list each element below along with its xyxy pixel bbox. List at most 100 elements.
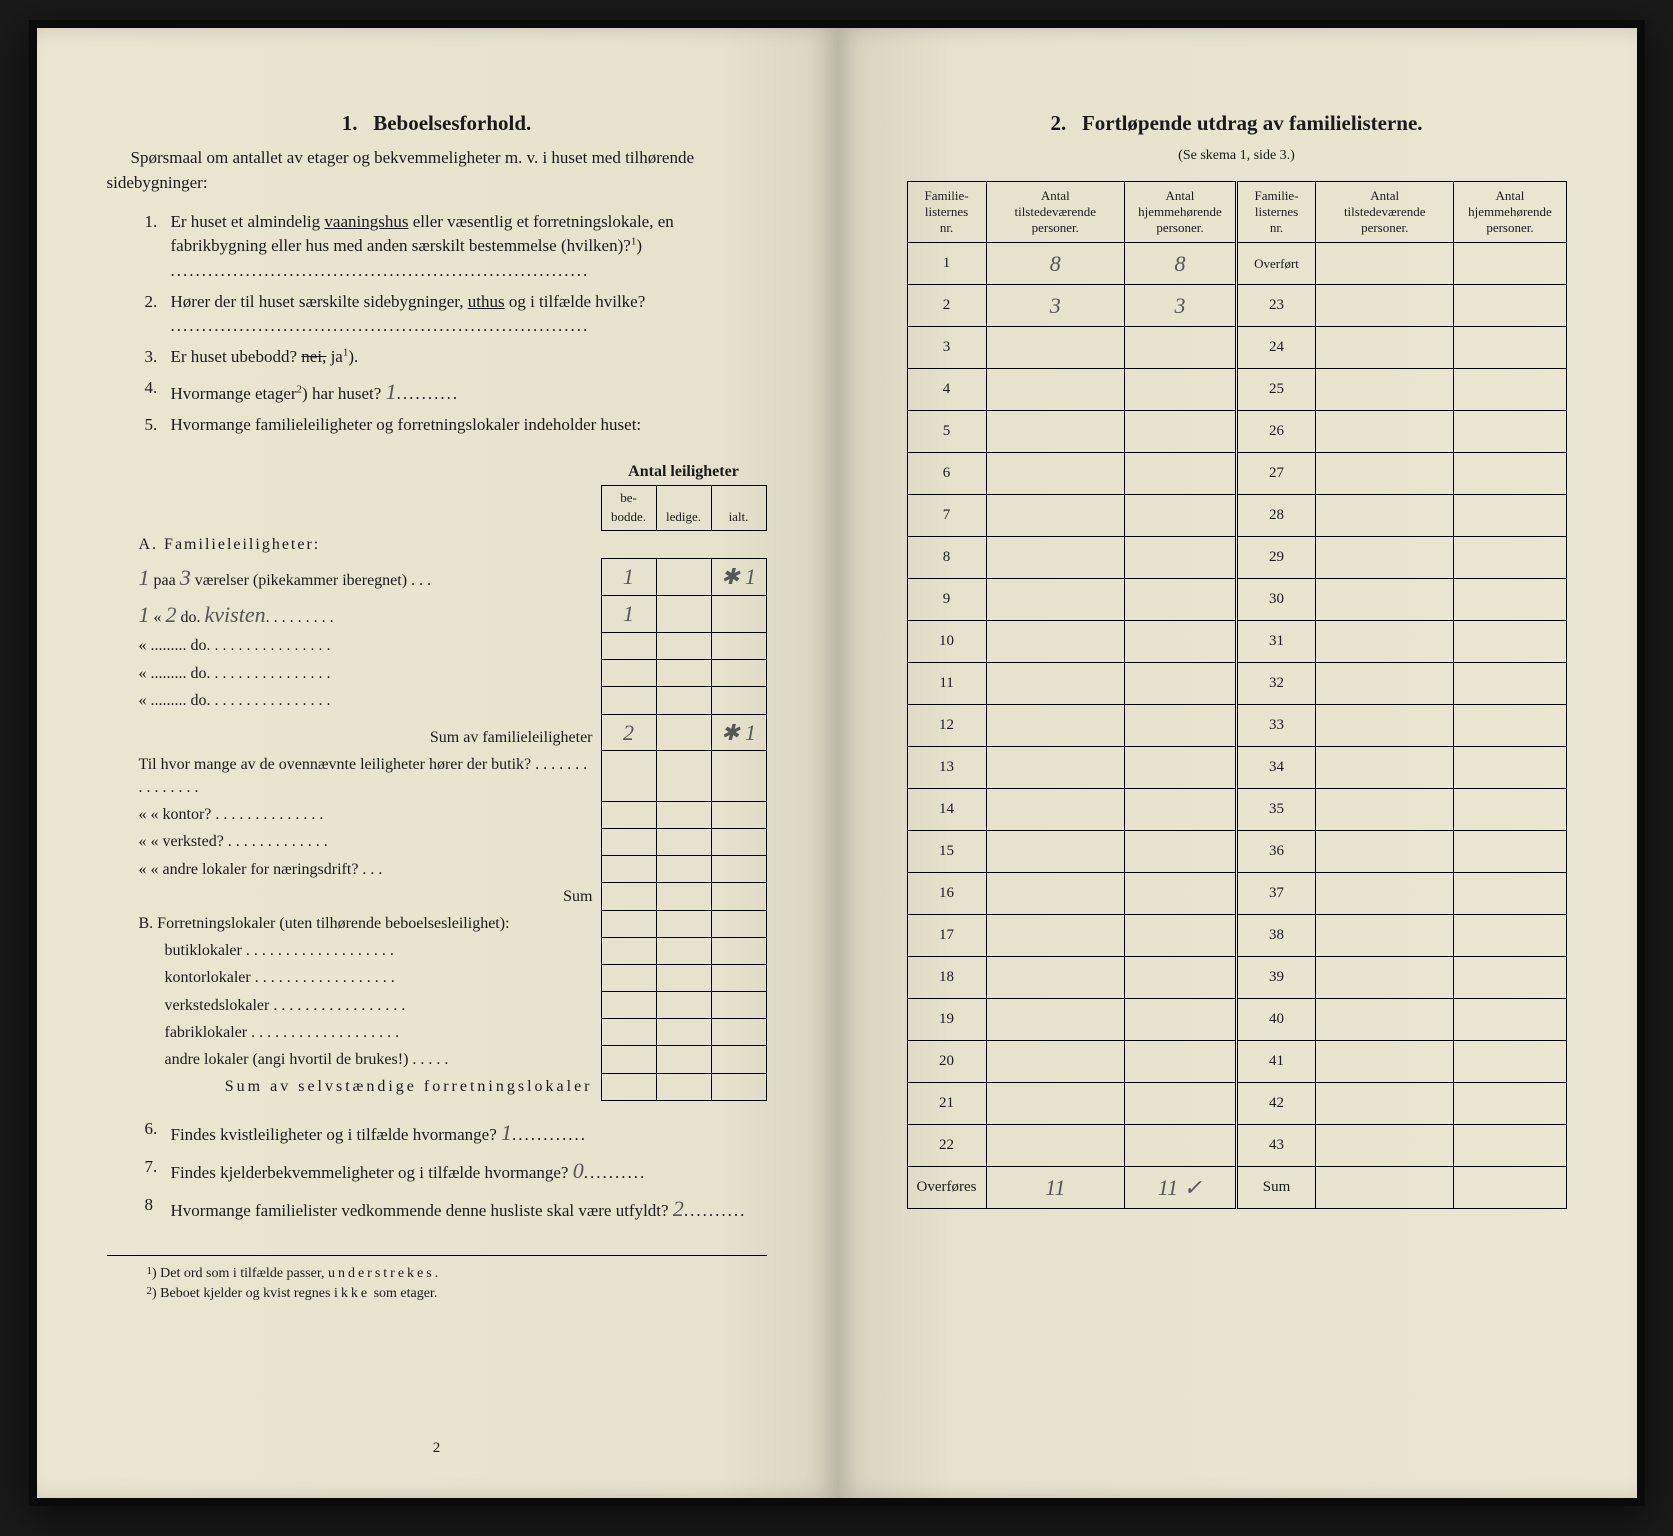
table-head-span: Antal leiligheter (601, 458, 766, 486)
q4-dots: .......... (397, 384, 460, 403)
q3-b: ja (331, 347, 343, 366)
bt-n1: 21 (907, 1083, 986, 1125)
section-b-head: B. Forretningslokaler (uten tilhørende b… (135, 910, 767, 937)
bt-h3: Antal hjemmehørende personer. (1124, 181, 1236, 243)
q6-a: Findes kvistleiligheter og i tilfælde hv… (171, 1125, 497, 1144)
q8-hand: 2 (673, 1196, 684, 1221)
bt-v3 (1316, 285, 1454, 327)
left-title-num: 1. (342, 111, 358, 135)
rowB3-label: verkstedslokaler . . . . . . . . . . . .… (135, 992, 602, 1019)
rowB2-c2 (656, 964, 711, 991)
midq4-label: « « andre lokaler for næringsdrift? . . … (135, 856, 602, 883)
bt-v2 (1124, 621, 1236, 663)
rowB4-c2 (656, 1019, 711, 1046)
mid-q1: Til hvor mange av de ovennævnte leilighe… (135, 751, 767, 801)
small-table-wrap: Antal leiligheter be- bodde. ledige. ial… (135, 458, 767, 1101)
midq1-c3 (711, 751, 766, 801)
question-7: 7. Findes kjelderbekvemmeligheter og i t… (145, 1155, 767, 1187)
question-8: 8 Hvormange familielister vedkommende de… (145, 1193, 767, 1225)
bt-v1 (986, 1083, 1124, 1125)
q2-text: Hører der til huset særskilte sidebygnin… (171, 290, 767, 339)
sectB-gap1 (601, 910, 656, 937)
sumA-c3: ✱ 1 (721, 720, 756, 745)
bt-v1 (986, 495, 1124, 537)
bt-v4 (1454, 285, 1566, 327)
big-table-body: 188Overført23323324425526627728829930103… (907, 243, 1566, 1167)
bt-v2 (1124, 789, 1236, 831)
bt-v4 (1454, 705, 1566, 747)
th-bebodde: be- bodde. (601, 486, 656, 531)
q4-num: 4. (145, 376, 171, 408)
midq3-c1 (601, 828, 656, 855)
rowA1-c1: 1 (623, 564, 634, 589)
rowA3-c1 (601, 632, 656, 659)
rowB1-c3 (711, 937, 766, 964)
small-table-head-row: Antal leiligheter (135, 458, 767, 486)
bt-n2: 26 (1236, 411, 1315, 453)
bt-h2: Antal tilstedeværende personer. (986, 181, 1124, 243)
section-b-label: B. Forretningslokaler (uten tilhørende b… (135, 910, 602, 937)
table-row: 829 (907, 537, 1566, 579)
table-row: 2243 (907, 1125, 1566, 1167)
q2-a: Hører der til huset særskilte sidebygnin… (171, 292, 468, 311)
bt-v1: 3 (986, 285, 1124, 327)
bt-n1: 4 (907, 369, 986, 411)
footnote-1: 1 ) Det ord som i tilfælde passer, under… (147, 1264, 767, 1284)
bt-v3 (1316, 915, 1454, 957)
big-table-foot: Overføres 11 11 ✓ Sum (907, 1167, 1566, 1209)
rowA5-c3 (711, 687, 766, 714)
bt-n1: 2 (907, 285, 986, 327)
bt-v2 (1124, 705, 1236, 747)
bt-v4 (1454, 915, 1566, 957)
rowB1-label: butiklokaler . . . . . . . . . . . . . .… (135, 937, 602, 964)
bt-v2: 3 (1124, 285, 1236, 327)
right-subtitle: (Se skema 1, side 3.) (907, 146, 1567, 166)
th-ialt: ialt. (711, 486, 766, 531)
sumB-c3 (711, 1073, 766, 1100)
bt-n2: 35 (1236, 789, 1315, 831)
empty-cell (135, 458, 602, 486)
bt-v2 (1124, 831, 1236, 873)
rowA5-label: « ......... do. . . . . . . . . . . . . … (135, 687, 602, 714)
sumA-label: Sum av familieleiligheter (135, 714, 602, 751)
rowA2-hand2: 2 (166, 602, 177, 627)
bt-v4 (1454, 831, 1566, 873)
bt-n2: 34 (1236, 747, 1315, 789)
intro-text: Spørsmaal om antallet av etager og bekve… (107, 146, 767, 195)
bt-v1 (986, 621, 1124, 663)
table-row: 1637 (907, 873, 1566, 915)
big-table-head: Familie- listernes nr. Antal tilstedevær… (907, 181, 1566, 243)
q4-text: Hvormange etager2) har huset? 1.........… (171, 376, 767, 408)
bt-n2: 36 (1236, 831, 1315, 873)
bt-v4 (1454, 495, 1566, 537)
table-row: 23323 (907, 285, 1566, 327)
bt-n2: 41 (1236, 1041, 1315, 1083)
table-row: 1839 (907, 957, 1566, 999)
left-title-text: Beboelsesforhold. (373, 111, 531, 135)
bt-v2 (1124, 495, 1236, 537)
sumA-c1: 2 (623, 720, 634, 745)
section-a-label: A. Familieleiligheter: (135, 530, 767, 558)
q6-dots: ............ (512, 1125, 587, 1144)
fn2-spaced: ikke (334, 1286, 370, 1301)
table-row: 1233 (907, 705, 1566, 747)
bt-v1 (986, 453, 1124, 495)
rowB5-label: andre lokaler (angi hvortil de brukes!) … (135, 1046, 602, 1073)
right-title-num: 2. (1050, 111, 1066, 135)
table-row: 324 (907, 327, 1566, 369)
left-title: 1. Beboelsesforhold. (107, 108, 767, 138)
table-row: 1940 (907, 999, 1566, 1041)
bt-v4 (1454, 999, 1566, 1041)
midq4-c1 (601, 856, 656, 883)
question-6: 6. Findes kvistleiligheter og i tilfælde… (145, 1117, 767, 1149)
bt-v3 (1316, 747, 1454, 789)
rowA2-hand1: 1 (139, 602, 150, 627)
q3-strike: nei, (301, 347, 326, 366)
bt-n1: 10 (907, 621, 986, 663)
bt-v4 (1454, 663, 1566, 705)
bt-v3 (1316, 453, 1454, 495)
sumB-c1 (601, 1073, 656, 1100)
fn2-text: ) Beboet kjelder og kvist regnes ikke so… (152, 1284, 437, 1304)
q1-text: Er huset et almindelig vaaningshus eller… (171, 210, 767, 284)
midq1-c1 (601, 751, 656, 801)
